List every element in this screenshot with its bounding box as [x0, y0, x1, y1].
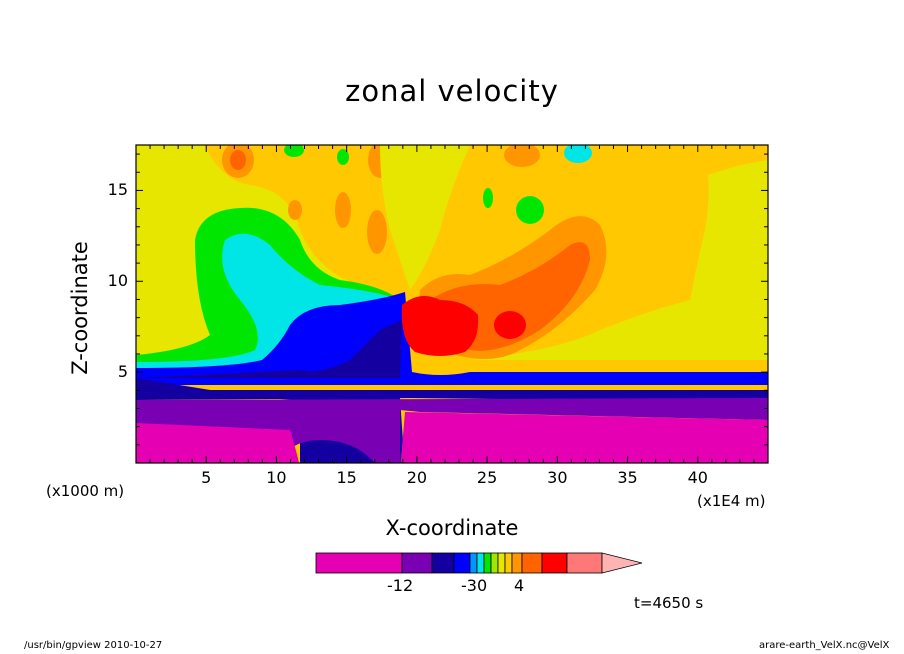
colorbar-swatch: [490, 552, 499, 574]
field-green-spot-3: [483, 188, 493, 208]
colorbar-swatch: [469, 552, 478, 574]
field-cyan-spot: [564, 145, 592, 163]
colorbar-swatch: [476, 552, 485, 574]
field-orange-top-2: [230, 150, 246, 170]
x-tick-label: 35: [617, 468, 638, 487]
colorbar-tick-label: 0: [477, 576, 488, 595]
colorbar-swatch: [483, 552, 492, 574]
x-tick-label: 10: [266, 468, 287, 487]
y-tick-label: 15: [107, 180, 128, 200]
colorbar-swatch: [521, 552, 543, 574]
field-red-core: [401, 296, 479, 356]
colorbar-swatch: [497, 552, 506, 574]
y-tick-label: 5: [117, 362, 128, 382]
plot-frame: [135, 144, 769, 464]
field-red-spot: [494, 311, 526, 339]
x-tick-label: 20: [406, 468, 428, 487]
colorbar-tick-label: 4: [514, 576, 525, 595]
axis-ticks: [135, 145, 769, 463]
footer-program-date: /usr/bin/gpview 2010-10-27: [24, 640, 163, 651]
chart-title: zonal velocity: [345, 74, 559, 108]
x-tick-label: 25: [476, 468, 498, 487]
field-orange-spot-2: [335, 192, 351, 228]
colorbar-swatch: [315, 552, 403, 574]
colorbar-swatch: [504, 552, 513, 574]
x-tick-label: 40: [687, 468, 708, 487]
field-green-spot-1: [284, 145, 304, 157]
field-yellow-right: [470, 160, 768, 360]
colorbar-swatch: [401, 552, 433, 574]
colorbar-tick-label: -12: [387, 576, 414, 595]
colorbar-swatch: [511, 552, 523, 574]
x-unit-label: (x1000 m): [46, 482, 125, 500]
x-tick-label: 5: [201, 468, 212, 487]
contour-fill-area: [136, 145, 768, 463]
field-green-spot-4: [516, 196, 544, 224]
field-green-spot-2: [337, 149, 349, 165]
colorbar-swatch: [566, 552, 603, 574]
colorbar-swatch: [453, 552, 471, 574]
colorbar: [315, 552, 643, 574]
x-axis-label: X-coordinate: [385, 516, 519, 540]
field-purple: [136, 398, 768, 463]
colorbar-tick-label: -3: [461, 576, 477, 595]
field-orange-spot-5: [504, 145, 540, 167]
field-yellow-wedge: [380, 145, 470, 290]
time-annotation: t=4650 s: [634, 594, 704, 612]
x-tick-label: 15: [336, 468, 357, 487]
field-blue: [136, 292, 768, 385]
field-magenta-left: [136, 423, 299, 463]
colorbar-swatch: [431, 552, 455, 574]
x-tick-label: 30: [547, 468, 568, 487]
field-magenta-right: [400, 412, 768, 463]
colorbar-extension-arrow: [601, 552, 643, 574]
y-tick-label: 10: [107, 271, 128, 291]
field-orange-spot-3: [367, 210, 387, 254]
footer-source-file: arare-earth_VelX.nc@VelX: [759, 640, 890, 651]
field-orange-spot-1: [288, 200, 302, 220]
x-scale-label: (x1E4 m): [697, 492, 766, 510]
colorbar-swatch: [541, 552, 568, 574]
